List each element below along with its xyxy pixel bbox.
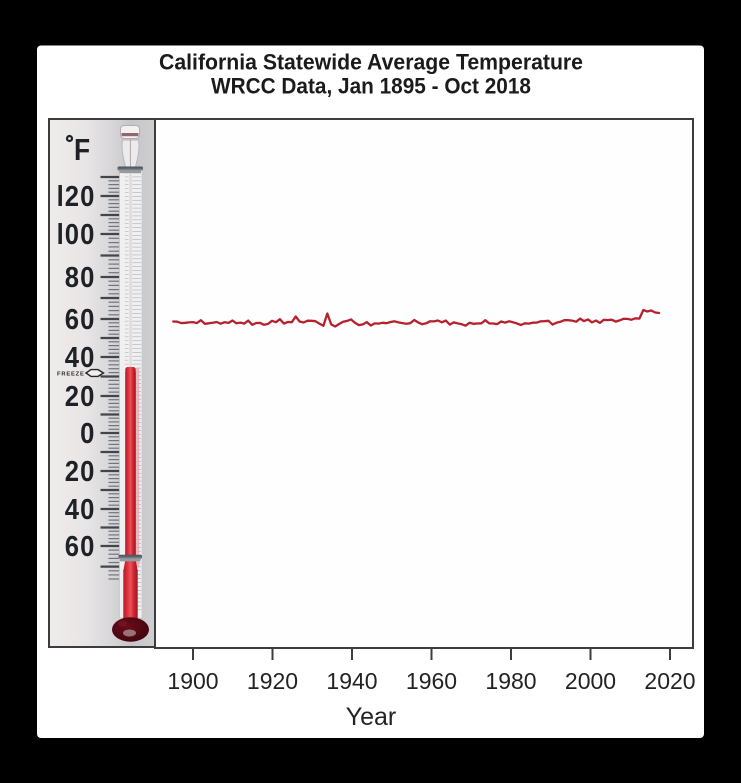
svg-text:20: 20 xyxy=(65,455,96,488)
svg-text:0: 0 xyxy=(80,417,95,450)
svg-text:80: 80 xyxy=(65,261,96,294)
svg-text:1900: 1900 xyxy=(167,668,218,694)
svg-text:60: 60 xyxy=(65,530,96,563)
svg-text:40: 40 xyxy=(65,493,96,526)
svg-text:40: 40 xyxy=(65,341,96,374)
svg-text:60: 60 xyxy=(65,303,96,336)
svg-text:FREEZE: FREEZE xyxy=(57,371,85,377)
svg-text:20: 20 xyxy=(65,380,96,413)
svg-text:2000: 2000 xyxy=(565,668,616,694)
svg-text:Year: Year xyxy=(346,703,397,731)
svg-text:1920: 1920 xyxy=(247,668,298,694)
svg-text:l20: l20 xyxy=(57,180,96,213)
svg-text:California Statewide Average T: California Statewide Average Temperature xyxy=(159,50,583,75)
svg-text:2020: 2020 xyxy=(644,668,695,694)
svg-text:F: F xyxy=(74,133,90,167)
svg-text:1980: 1980 xyxy=(485,668,536,694)
svg-text:1940: 1940 xyxy=(326,668,377,694)
svg-text:1960: 1960 xyxy=(406,668,457,694)
svg-text:l00: l00 xyxy=(57,218,96,251)
svg-text:WRCC Data, Jan 1895 - Oct 2018: WRCC Data, Jan 1895 - Oct 2018 xyxy=(211,74,531,99)
